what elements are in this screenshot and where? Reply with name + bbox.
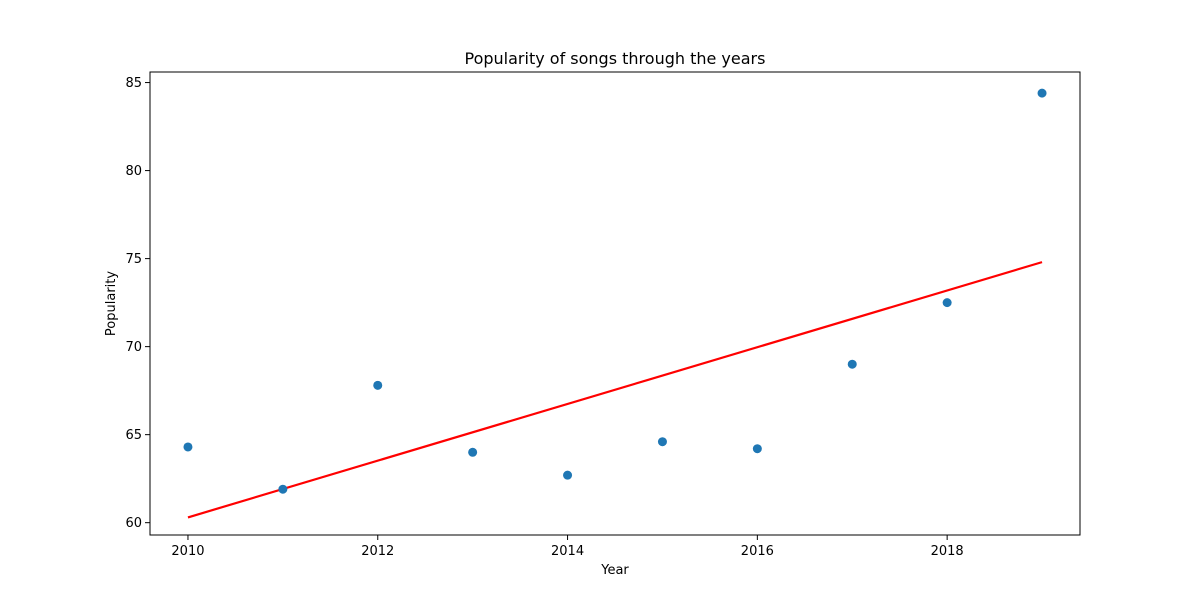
trend-line	[187, 261, 1043, 519]
data-point	[468, 447, 478, 457]
y-tick-label: 80	[125, 164, 142, 179]
y-axis-label: Popularity	[104, 271, 119, 336]
data-point	[278, 484, 288, 494]
x-tick-label: 2016	[741, 544, 774, 559]
data-point	[752, 444, 762, 454]
plot-frame	[149, 71, 1081, 536]
scatter-points	[183, 88, 1047, 494]
chart-title: Popularity of songs through the years	[465, 49, 766, 68]
y-tick-label: 85	[125, 76, 142, 91]
data-point	[657, 437, 667, 447]
data-point	[942, 298, 952, 308]
data-point	[847, 359, 857, 369]
x-tick-label: 2018	[931, 544, 964, 559]
x-tick-label: 2014	[551, 544, 584, 559]
data-point	[183, 442, 193, 452]
y-tick-label: 60	[125, 516, 142, 531]
y-axis: 60 65 70 75 80 85	[125, 76, 150, 531]
x-tick-label: 2010	[171, 544, 204, 559]
y-tick-label: 75	[125, 252, 142, 267]
y-tick-label: 65	[125, 428, 142, 443]
data-point	[1037, 88, 1047, 98]
x-axis: 2010 2012 2014 2016 2018	[171, 535, 964, 559]
plot-background	[150, 72, 1080, 535]
x-tick-label: 2012	[361, 544, 394, 559]
y-tick-label: 70	[125, 340, 142, 355]
trend-lines	[187, 261, 1043, 519]
data-point	[563, 470, 573, 480]
x-axis-label: Year	[600, 563, 629, 578]
data-point	[373, 380, 383, 390]
